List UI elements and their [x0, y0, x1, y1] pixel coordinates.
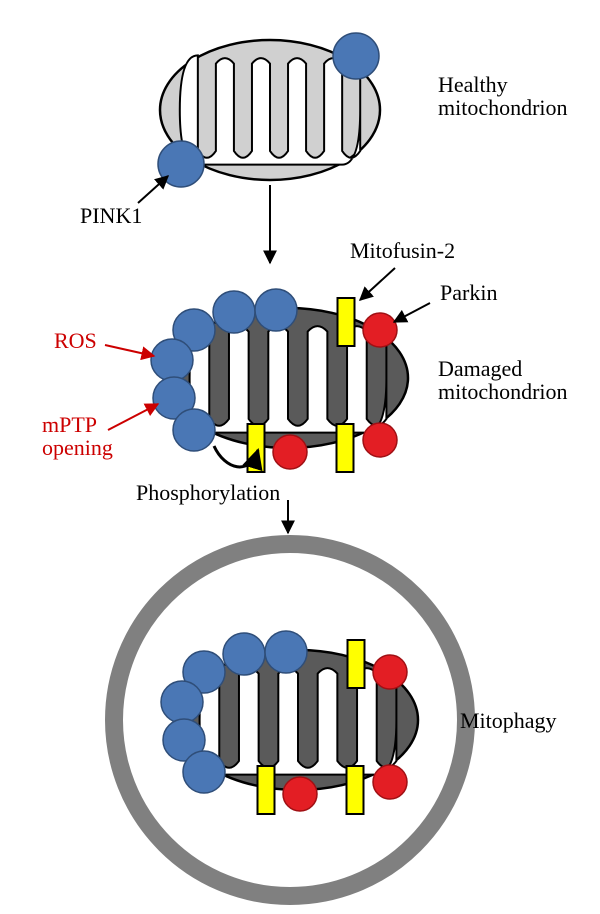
mitofusin-rect — [348, 640, 365, 688]
label-text: PINK1 — [80, 203, 142, 228]
label-text: ROS — [54, 328, 97, 353]
mitofusin-rect — [258, 766, 275, 814]
label-text: Phosphorylation — [136, 480, 280, 505]
pink1-circle — [173, 409, 215, 451]
parkin-circle — [363, 313, 397, 347]
label-text: Damagedmitochondrion — [438, 356, 568, 404]
pink1-circle — [151, 339, 193, 381]
label-text: mPTPopening — [42, 412, 113, 460]
pink1-circle — [223, 633, 265, 675]
label-text: Mitofusin-2 — [350, 238, 455, 263]
parkin-circle — [363, 423, 397, 457]
pink1-circle — [265, 631, 307, 673]
label-text: Parkin — [440, 280, 497, 305]
parkin-circle — [373, 765, 407, 799]
label-text: Mitophagy — [460, 708, 557, 733]
pink1-circle — [213, 291, 255, 333]
parkin-circle — [283, 777, 317, 811]
mitofusin-rect — [337, 424, 354, 472]
pink1-circle — [161, 681, 203, 723]
label-text: Healthymitochondrion — [438, 72, 568, 120]
pink1-circle — [183, 751, 225, 793]
parkin-circle — [273, 435, 307, 469]
mitofusin-rect — [347, 766, 364, 814]
pink1-circle — [255, 289, 297, 331]
pink1-circle — [333, 33, 379, 79]
parkin-circle — [373, 655, 407, 689]
mitofusin-rect — [338, 298, 355, 346]
